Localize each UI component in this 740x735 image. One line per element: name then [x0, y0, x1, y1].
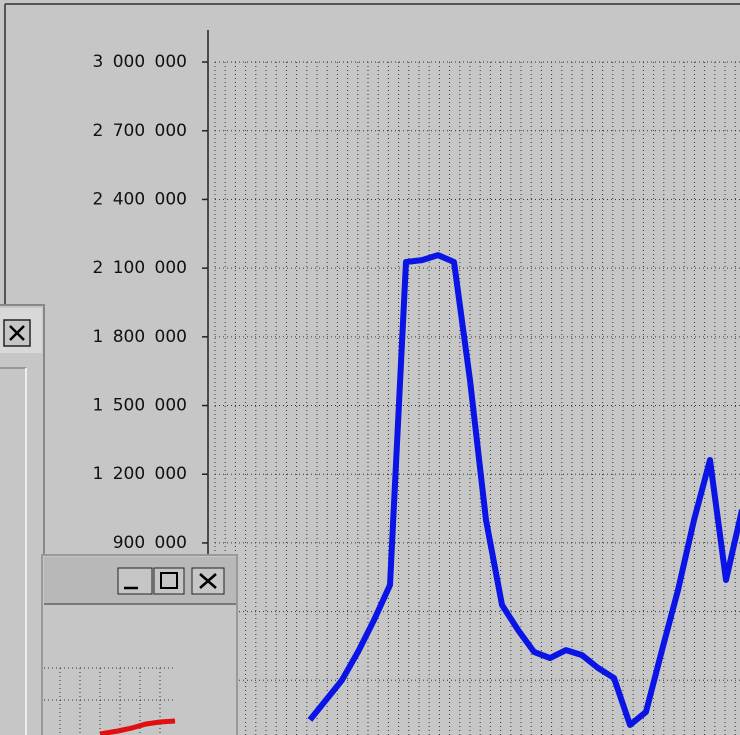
- y-tick-label: 1 800 000: [92, 327, 187, 347]
- mini-line: [99, 718, 176, 735]
- y-tick-label: 3 000 000: [92, 52, 187, 72]
- y-tick-label: 2 100 000: [92, 258, 187, 278]
- minimize-button[interactable]: [117, 567, 153, 595]
- y-tick-label: 2 400 000: [92, 189, 187, 209]
- y-tick-label: 900 000: [113, 533, 187, 553]
- small-window: [41, 554, 238, 735]
- data-line: [307, 252, 740, 728]
- maximize-button[interactable]: [153, 567, 185, 595]
- y-tick-label: 1 500 000: [92, 396, 187, 416]
- y-tick-label: 1 200 000: [92, 464, 187, 484]
- side-window: [0, 304, 45, 735]
- y-tick-label: 2 700 000: [92, 121, 187, 141]
